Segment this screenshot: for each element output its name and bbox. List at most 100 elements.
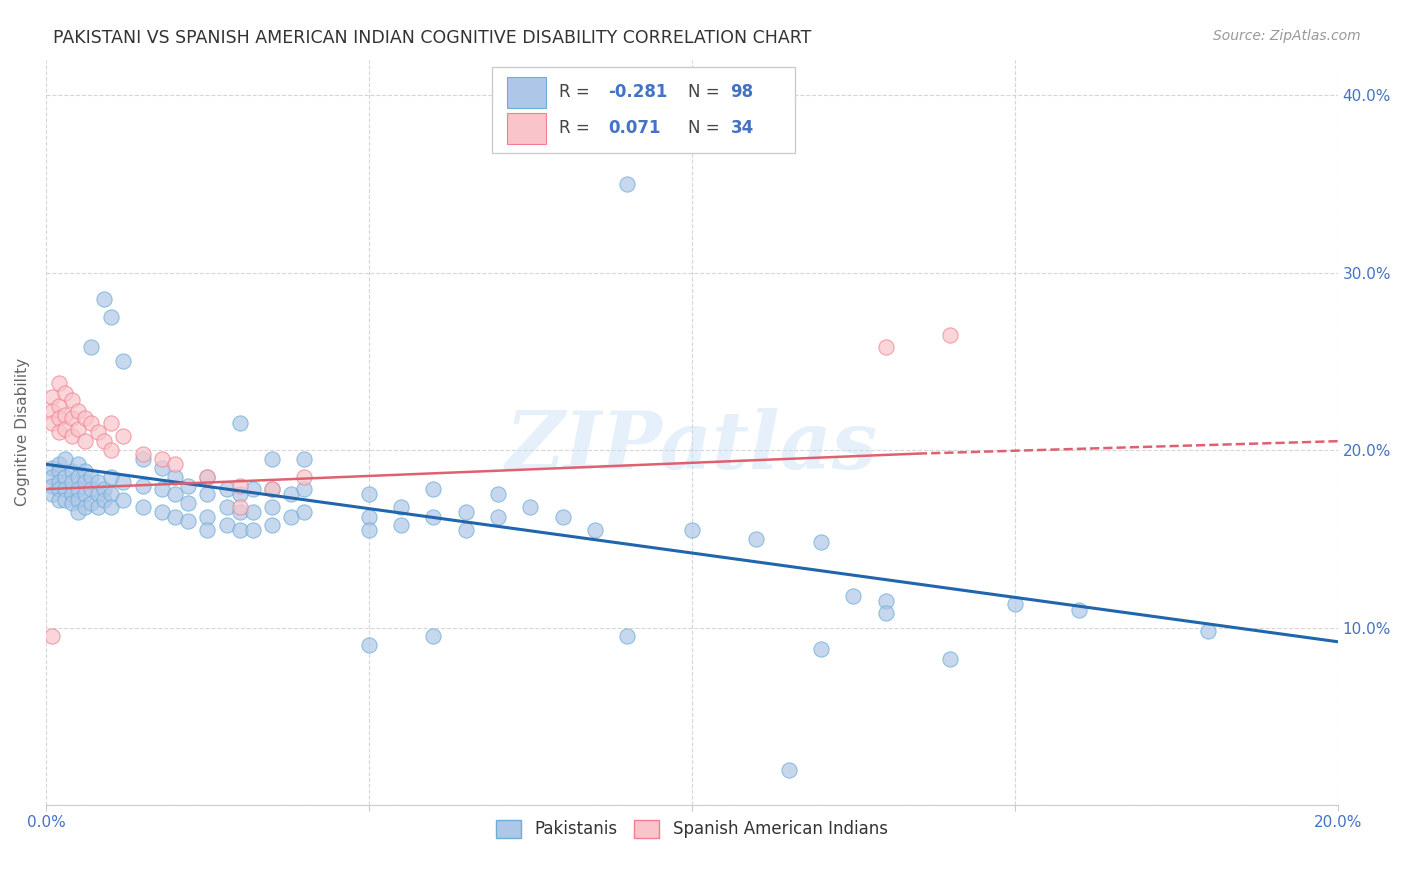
Point bbox=[48, 411, 70, 425]
Point bbox=[67, 482, 90, 496]
Point bbox=[1069, 603, 1091, 617]
Point bbox=[875, 594, 897, 608]
Point bbox=[73, 475, 96, 489]
Point bbox=[242, 505, 264, 519]
Point bbox=[86, 500, 108, 514]
Point bbox=[389, 500, 412, 514]
Point bbox=[357, 638, 380, 652]
Point bbox=[48, 492, 70, 507]
Point bbox=[454, 523, 477, 537]
Text: R =: R = bbox=[558, 83, 595, 102]
Point bbox=[1004, 598, 1026, 612]
Point bbox=[260, 451, 283, 466]
Point bbox=[389, 517, 412, 532]
Point bbox=[242, 523, 264, 537]
Point bbox=[875, 607, 897, 621]
Point bbox=[41, 487, 63, 501]
Point bbox=[60, 496, 83, 510]
Point bbox=[228, 500, 250, 514]
Point bbox=[93, 482, 115, 496]
Text: N =: N = bbox=[688, 83, 725, 102]
Text: -0.281: -0.281 bbox=[607, 83, 668, 102]
Point bbox=[280, 510, 302, 524]
Point bbox=[228, 505, 250, 519]
Text: Source: ZipAtlas.com: Source: ZipAtlas.com bbox=[1213, 29, 1361, 43]
Point bbox=[132, 500, 155, 514]
Point bbox=[422, 510, 444, 524]
Point bbox=[60, 393, 83, 408]
Point bbox=[41, 478, 63, 492]
Point bbox=[132, 478, 155, 492]
Point bbox=[681, 523, 703, 537]
Point bbox=[100, 469, 122, 483]
Point bbox=[357, 510, 380, 524]
Point bbox=[177, 496, 200, 510]
Point bbox=[260, 517, 283, 532]
Point bbox=[60, 411, 83, 425]
Text: PAKISTANI VS SPANISH AMERICAN INDIAN COGNITIVE DISABILITY CORRELATION CHART: PAKISTANI VS SPANISH AMERICAN INDIAN COG… bbox=[53, 29, 811, 46]
Point bbox=[454, 505, 477, 519]
Point bbox=[48, 457, 70, 471]
Point bbox=[292, 505, 315, 519]
Point bbox=[197, 487, 219, 501]
Bar bbox=[508, 77, 546, 108]
Point bbox=[93, 292, 115, 306]
Point bbox=[1198, 624, 1220, 638]
Point bbox=[53, 492, 76, 507]
Point bbox=[150, 451, 173, 466]
Point bbox=[177, 478, 200, 492]
Point bbox=[583, 523, 606, 537]
Point bbox=[165, 457, 187, 471]
Point bbox=[93, 492, 115, 507]
Point bbox=[280, 487, 302, 501]
Point bbox=[150, 505, 173, 519]
Point bbox=[292, 451, 315, 466]
Point bbox=[165, 510, 187, 524]
Point bbox=[778, 763, 800, 777]
Point bbox=[260, 482, 283, 496]
Point bbox=[73, 487, 96, 501]
Point bbox=[73, 411, 96, 425]
Point bbox=[132, 451, 155, 466]
Point bbox=[486, 487, 509, 501]
Point bbox=[67, 469, 90, 483]
Point bbox=[357, 487, 380, 501]
Point bbox=[100, 443, 122, 458]
Point bbox=[422, 629, 444, 643]
Point bbox=[745, 532, 768, 546]
Point bbox=[100, 417, 122, 431]
Point bbox=[616, 629, 638, 643]
Point bbox=[242, 482, 264, 496]
Point bbox=[100, 500, 122, 514]
Text: 98: 98 bbox=[731, 83, 754, 102]
Bar bbox=[508, 112, 546, 144]
Point bbox=[86, 425, 108, 440]
Point bbox=[197, 510, 219, 524]
Point bbox=[53, 451, 76, 466]
Point bbox=[519, 500, 541, 514]
Point bbox=[215, 482, 238, 496]
Point bbox=[165, 487, 187, 501]
Point bbox=[41, 629, 63, 643]
Point bbox=[357, 523, 380, 537]
Point bbox=[177, 514, 200, 528]
Point bbox=[215, 517, 238, 532]
Point bbox=[41, 390, 63, 404]
Point bbox=[197, 469, 219, 483]
Y-axis label: Cognitive Disability: Cognitive Disability bbox=[15, 359, 30, 507]
Point bbox=[292, 469, 315, 483]
Point bbox=[67, 422, 90, 436]
Point bbox=[48, 464, 70, 478]
Point bbox=[80, 340, 103, 354]
Point bbox=[60, 487, 83, 501]
Point bbox=[67, 505, 90, 519]
Point bbox=[41, 469, 63, 483]
Point bbox=[260, 482, 283, 496]
Point bbox=[80, 417, 103, 431]
Point bbox=[112, 492, 135, 507]
Point bbox=[93, 434, 115, 449]
Point bbox=[53, 386, 76, 401]
Point bbox=[215, 500, 238, 514]
Point bbox=[48, 475, 70, 489]
Point bbox=[551, 510, 574, 524]
